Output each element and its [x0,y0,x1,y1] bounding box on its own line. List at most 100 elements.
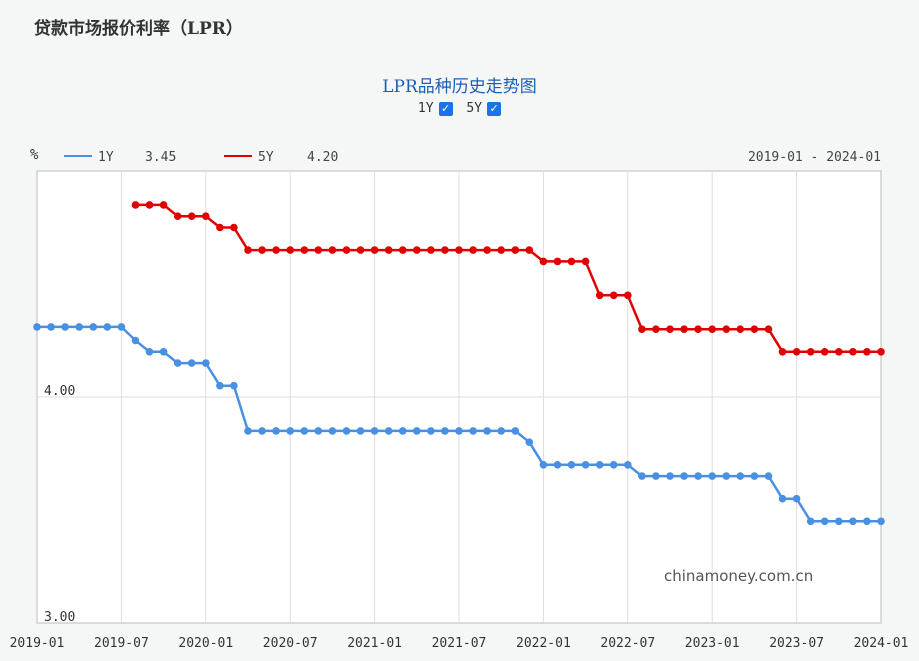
series-1y-point[interactable] [159,348,168,356]
series-5y-point[interactable] [272,246,280,254]
series-1y-point[interactable] [342,427,351,435]
series-1y-point[interactable] [722,472,731,480]
series-5y-point[interactable] [835,348,843,356]
series-1y-point[interactable] [736,472,745,480]
series-1y-point[interactable] [483,427,491,435]
series-5y-point[interactable] [384,246,393,254]
series-5y-point[interactable] [258,246,266,254]
series-1y-point[interactable] [497,427,506,435]
series-1y-point[interactable] [75,323,83,331]
series-1y-point[interactable] [469,427,477,435]
series-5y-point[interactable] [666,325,674,334]
series-1y-point[interactable] [441,427,449,435]
series-5y-point[interactable] [441,246,449,254]
series-1y-point[interactable] [427,427,435,435]
series-5y-point[interactable] [356,246,365,254]
series-1y-point[interactable] [173,359,182,367]
series-5y-point[interactable] [806,348,815,356]
series-1y-point[interactable] [624,461,632,469]
series-5y-point[interactable] [398,246,407,254]
series-5y-point[interactable] [567,257,576,266]
series-1y-point[interactable] [33,323,41,331]
legend-1y[interactable]: 1Y 3.45 [64,150,176,165]
series-5y-point[interactable] [595,291,604,300]
series-1y-point[interactable] [638,472,646,480]
series-5y-point[interactable] [708,325,716,334]
series-1y-point[interactable] [680,472,688,480]
series-5y-point[interactable] [216,223,224,232]
series-1y-point[interactable] [145,348,154,356]
series-5y-point[interactable] [300,246,309,254]
series-1y-point[interactable] [877,517,885,526]
series-1y-point[interactable] [328,427,337,435]
series-5y-point[interactable] [863,348,871,356]
series-5y-point[interactable] [497,246,506,254]
series-1y-point[interactable] [47,323,55,331]
series-5y-point[interactable] [286,246,295,254]
series-1y-point[interactable] [863,517,871,526]
series-5y-point[interactable] [511,246,520,254]
series-5y-point[interactable] [244,246,252,254]
series-1y-point[interactable] [539,461,548,469]
series-5y-point[interactable] [652,325,660,334]
series-1y-point[interactable] [356,427,365,435]
series-5y-point[interactable] [736,325,745,334]
series-1y-point[interactable] [398,427,407,435]
series-5y-point[interactable] [778,348,787,356]
series-1y-point[interactable] [89,323,98,331]
series-1y-point[interactable] [286,427,295,435]
series-5y-point[interactable] [427,246,435,254]
series-1y-point[interactable] [187,359,196,367]
series-1y-point[interactable] [370,427,379,435]
series-1y-point[interactable] [525,438,534,447]
series-1y-point[interactable] [835,517,843,526]
series-1y-point[interactable] [300,427,309,435]
series-1y-point[interactable] [849,517,857,526]
series-1y-point[interactable] [708,472,716,480]
series-1y-point[interactable] [244,427,252,435]
series-1y-point[interactable] [806,517,815,526]
series-1y-point[interactable] [666,472,674,480]
series-1y-point[interactable] [567,461,576,469]
series-1y-point[interactable] [230,381,238,390]
series-5y-point[interactable] [680,325,688,334]
series-1y-point[interactable] [581,461,590,469]
series-5y-point[interactable] [342,246,351,254]
series-5y-point[interactable] [553,257,562,266]
series-5y-point[interactable] [202,212,210,220]
series-5y-point[interactable] [539,257,548,266]
legend-5y[interactable]: 5Y 4.20 [224,150,338,165]
series-1y-point[interactable] [61,323,69,331]
series-1y-point[interactable] [258,427,266,435]
series-1y-point[interactable] [750,472,759,480]
series-5y-point[interactable] [469,246,477,254]
series-5y-point[interactable] [187,212,196,220]
series-1y-point[interactable] [764,472,773,480]
series-1y-point[interactable] [202,359,210,367]
series-5y-point[interactable] [314,246,323,254]
series-1y-point[interactable] [820,517,829,526]
series-5y-point[interactable] [230,223,238,232]
series-1y-point[interactable] [413,427,421,435]
series-1y-point[interactable] [117,323,126,331]
series-1y-point[interactable] [131,336,140,345]
series-5y-point[interactable] [624,291,632,300]
series-1y-point[interactable] [272,427,280,435]
series-5y-point[interactable] [638,325,646,334]
series-1y-point[interactable] [384,427,393,435]
series-5y-point[interactable] [173,212,182,220]
series-5y-point[interactable] [877,348,885,356]
series-5y-point[interactable] [145,201,154,209]
checkbox-1y[interactable]: ✓ [438,101,453,116]
series-5y-point[interactable] [722,325,731,334]
series-5y-point[interactable] [370,246,379,254]
series-5y-point[interactable] [483,246,491,254]
series-1y-point[interactable] [694,472,702,480]
series-5y-point[interactable] [764,325,773,334]
series-5y-point[interactable] [750,325,759,334]
series-5y-point[interactable] [159,201,168,209]
series-1y-point[interactable] [595,461,604,469]
series-5y-point[interactable] [694,325,702,334]
series-1y-point[interactable] [792,494,801,503]
series-5y-point[interactable] [455,246,463,254]
